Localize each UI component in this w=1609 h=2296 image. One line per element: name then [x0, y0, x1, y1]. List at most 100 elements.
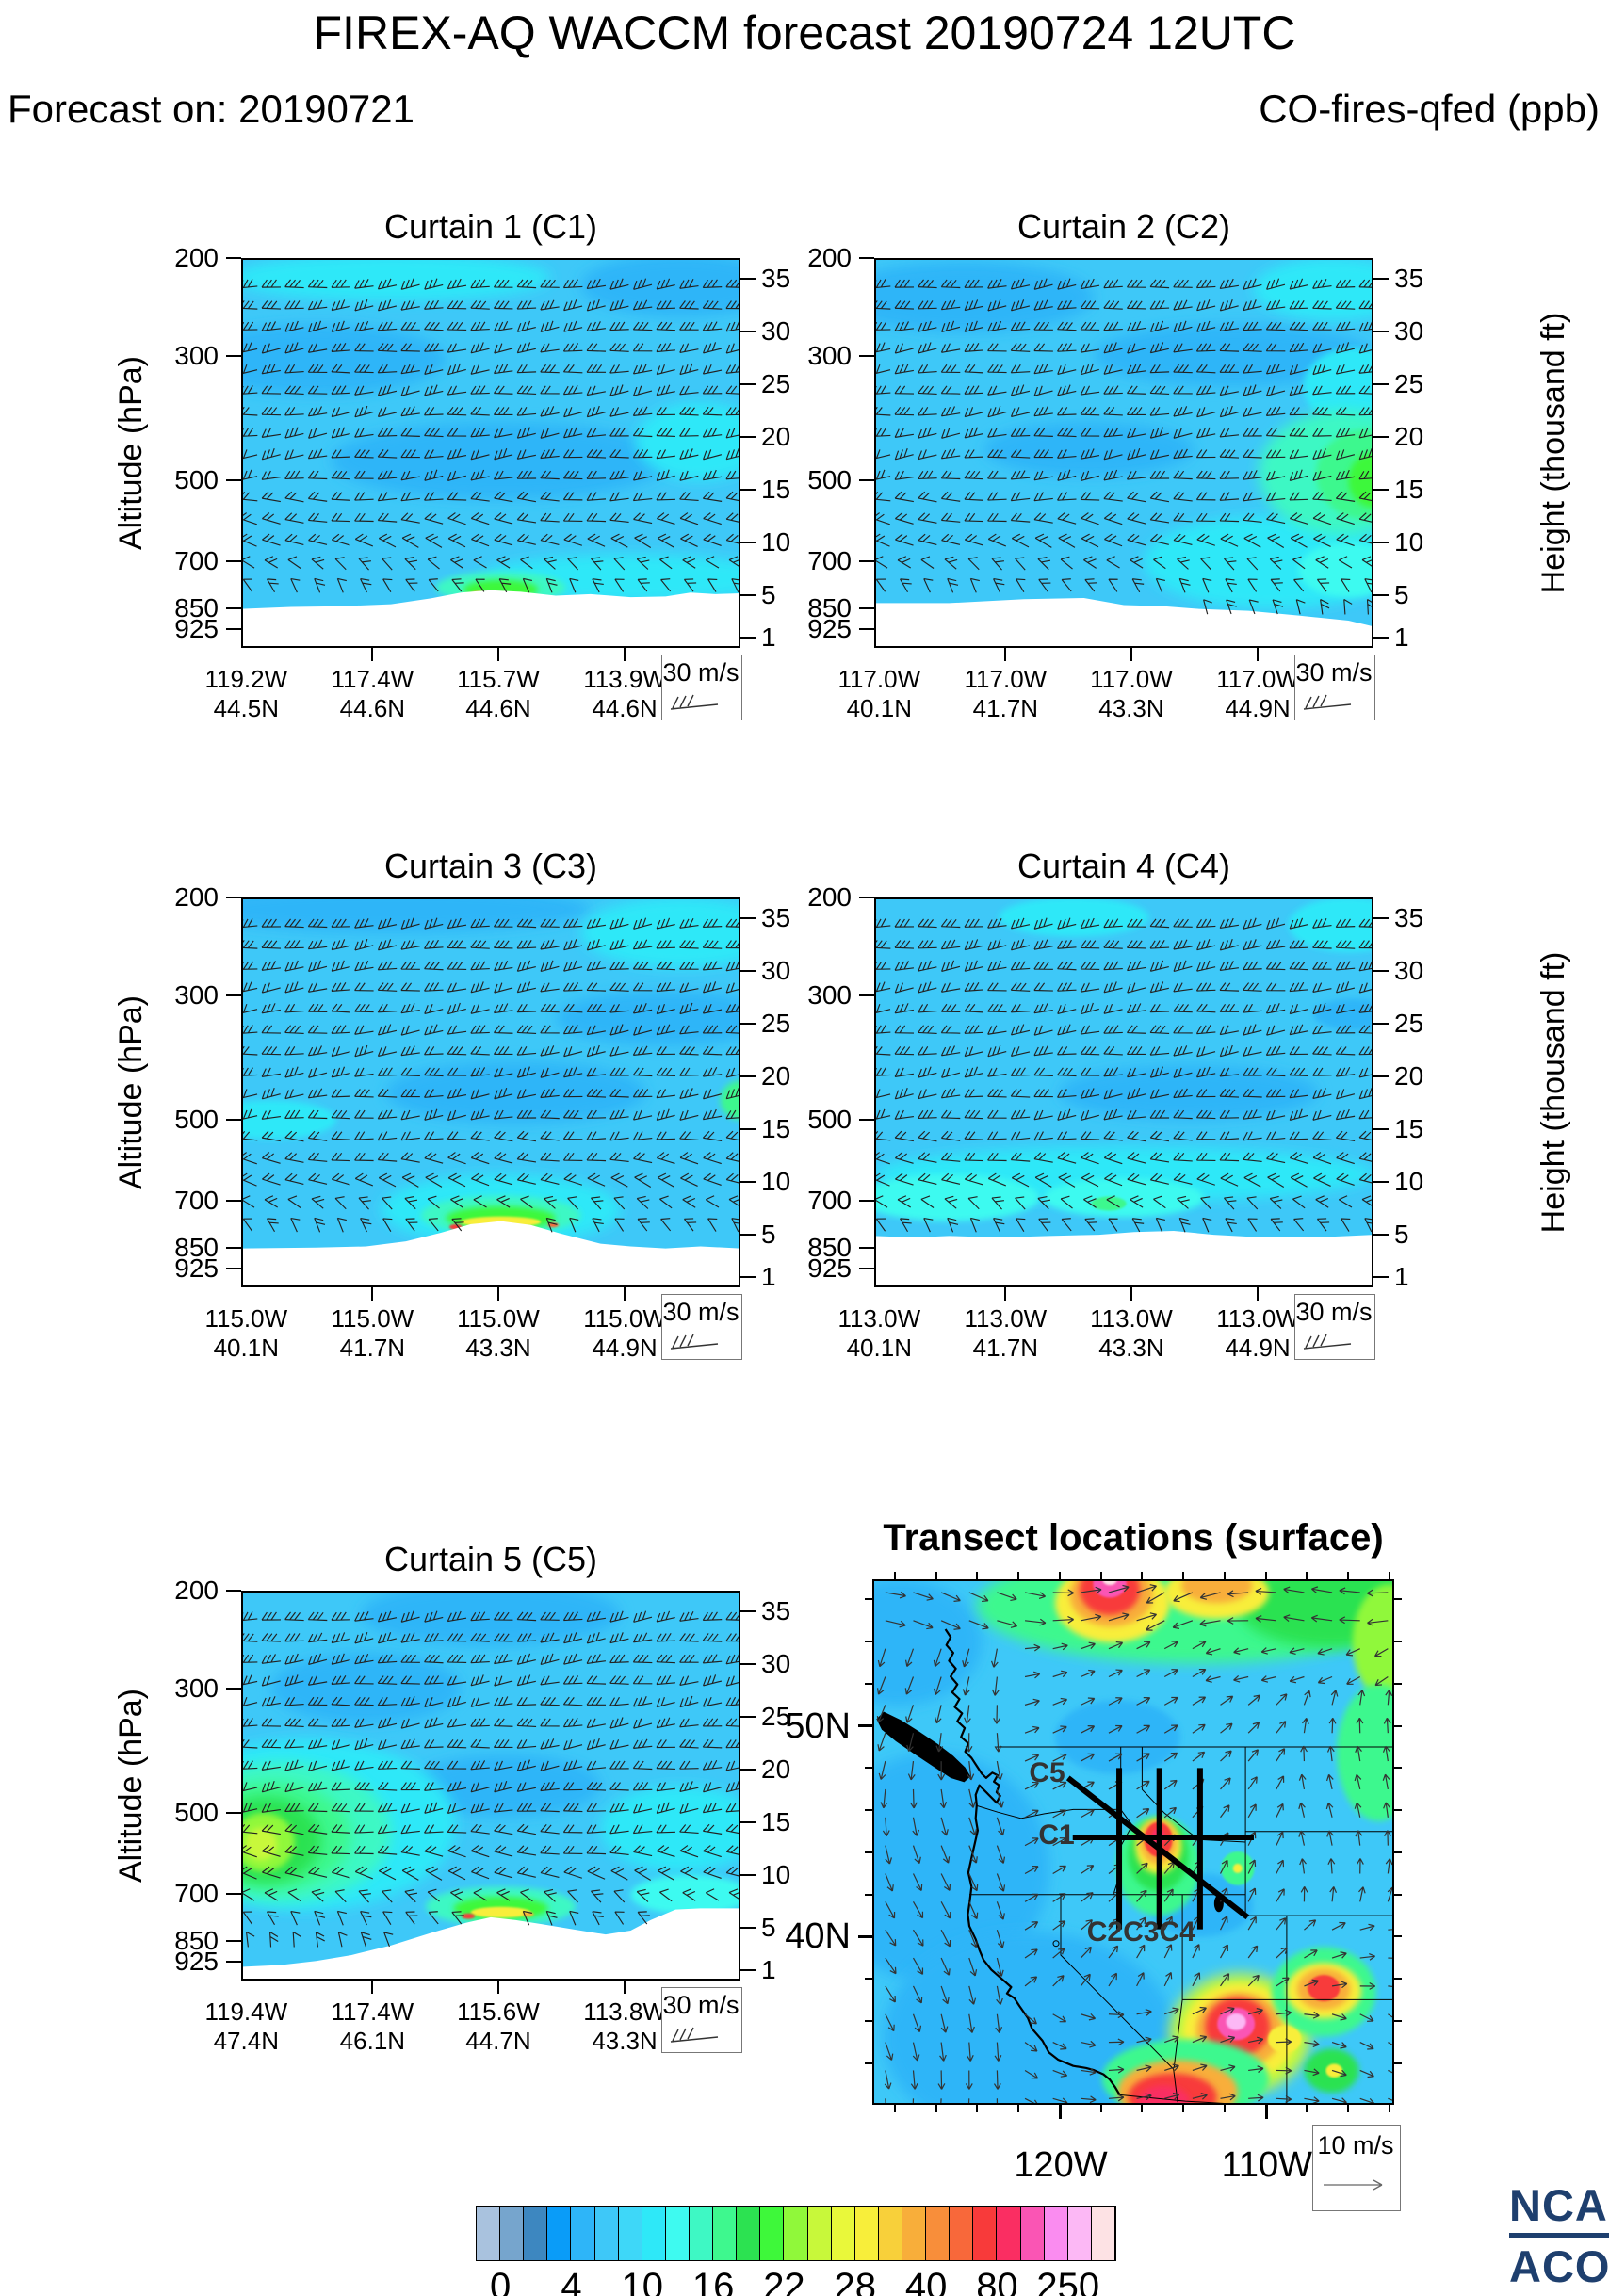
wind-barb-icon — [493, 1046, 513, 1056]
wind-arrow-icon — [1081, 2095, 1097, 2104]
colorbar-swatch — [571, 2207, 595, 2260]
wind-barb-icon — [400, 470, 420, 481]
wind-barb-icon — [923, 1217, 934, 1233]
wind-barb-icon — [354, 1866, 373, 1880]
wind-arrow-icon — [1052, 1725, 1067, 1734]
wind-barb-icon — [308, 533, 328, 545]
x-tick-label: 117.0W 40.1N — [821, 665, 937, 723]
wind-barb-icon — [360, 578, 372, 593]
wind-barb-icon — [1219, 385, 1239, 396]
wind-barb-icon — [540, 320, 560, 333]
wind-barb-icon — [1243, 1131, 1262, 1141]
wind-barb-icon — [918, 491, 937, 503]
wind-arrow-icon — [1108, 2011, 1125, 2019]
wind-barb-icon — [1219, 1152, 1240, 1162]
wind-barb-icon — [494, 1675, 513, 1687]
wind-barb-icon — [400, 278, 420, 290]
wind-barb-icon — [725, 940, 740, 949]
co-contour-blob — [1303, 348, 1373, 427]
wind-barb-icon — [940, 491, 961, 502]
wind-barb-icon — [918, 342, 937, 354]
wind-arrow-icon — [1276, 1693, 1288, 1706]
wind-barb-icon — [540, 1653, 560, 1666]
co-contour-blob — [270, 1653, 462, 1723]
wind-barb-icon — [725, 1152, 740, 1164]
wind-barb-icon — [1126, 1109, 1146, 1120]
pressure-tick-label: 850 — [807, 593, 852, 623]
height-tick — [740, 636, 756, 639]
colorbar-swatch — [784, 2207, 808, 2260]
wind-barb-icon — [964, 364, 983, 374]
x-tick — [1004, 648, 1007, 661]
height-tick — [1373, 1022, 1389, 1025]
wind-barb-icon — [1033, 1131, 1053, 1141]
wind-barb-icon — [354, 1675, 374, 1685]
wind-barb-icon — [516, 918, 537, 929]
height-tick-label: 15 — [761, 1113, 791, 1143]
wind-barb-icon — [633, 1718, 653, 1729]
wind-barb-icon — [245, 1932, 255, 1948]
wind-barb-icon — [1289, 407, 1308, 416]
wind-barb-icon — [586, 982, 607, 992]
wind-barb-icon — [377, 492, 398, 502]
wind-barb-icon — [498, 578, 512, 593]
wind-barb-icon — [1336, 981, 1356, 994]
wind-barb-icon — [307, 385, 328, 395]
wind-barb-icon — [632, 939, 653, 950]
wind-barb-icon — [562, 343, 583, 352]
map-lon-minor-tick — [1347, 2105, 1350, 2112]
wind-barb-icon — [284, 320, 304, 332]
wind-barb-icon — [633, 385, 653, 396]
wind-barb-icon — [1033, 1003, 1053, 1014]
wind-barb-icon — [1366, 599, 1373, 615]
wind-barb-icon — [1312, 917, 1332, 929]
wind-barb-icon — [1312, 940, 1332, 949]
map-lat-minor-tick — [865, 1851, 872, 1853]
wind-barb-icon — [586, 1131, 607, 1140]
wind-barb-icon — [1358, 512, 1373, 525]
wind-barb-icon — [400, 512, 420, 524]
wind-barb-icon — [1195, 1025, 1216, 1035]
pressure-tick — [226, 560, 241, 563]
wind-barb-icon — [331, 364, 350, 374]
wind-arrow-icon — [1219, 1944, 1228, 1959]
x-tick — [496, 1287, 499, 1301]
wind-barb-icon — [427, 556, 440, 570]
wind-barb-icon — [447, 1067, 467, 1076]
wind-barb-icon — [586, 1845, 607, 1855]
wind-barb-icon — [470, 1718, 490, 1727]
wind-barb-icon — [941, 1067, 961, 1078]
wind-arrow-icon — [1192, 2035, 1208, 2044]
wind-barb-icon — [1127, 512, 1146, 525]
wind-barb-icon — [609, 321, 629, 331]
wind-arrow-icon — [967, 2013, 975, 2033]
x-tick-label: 117.4W 44.6N — [314, 665, 431, 723]
pressure-tick — [226, 1118, 241, 1121]
wind-barb-icon — [591, 557, 604, 571]
wind-barb-icon — [586, 405, 606, 418]
map-lat-minor-tick — [1394, 1641, 1402, 1643]
wind-barb-icon — [1269, 556, 1283, 570]
wind-barb-icon — [331, 407, 350, 418]
wind-barb-icon — [964, 299, 983, 312]
wind-arrow-icon — [1388, 1983, 1394, 1991]
wind-arrow-icon — [940, 1929, 951, 1948]
wind-barb-icon — [679, 1718, 699, 1728]
wind-barb-icon — [1103, 449, 1123, 461]
wind-barb-icon — [241, 1760, 258, 1771]
x-tick-line: 44.7N — [465, 2027, 531, 2055]
wind-barb-icon — [447, 1781, 467, 1792]
wind-barb-icon — [400, 428, 420, 437]
wind-barb-icon — [447, 1738, 467, 1749]
wind-barb-icon — [1289, 917, 1308, 930]
wind-barb-icon — [1358, 385, 1373, 395]
wind-barb-icon — [540, 343, 560, 353]
x-tick-line: 115.7W — [457, 665, 540, 693]
transect-label-C2C3C4: C2C3C4 — [1086, 1916, 1195, 1948]
height-tick — [740, 1075, 756, 1077]
wind-barb-icon — [702, 1611, 723, 1621]
wind-barb-icon — [659, 556, 673, 570]
wind-arrow-icon — [909, 2098, 917, 2105]
wind-arrow-icon — [1331, 2013, 1347, 2021]
